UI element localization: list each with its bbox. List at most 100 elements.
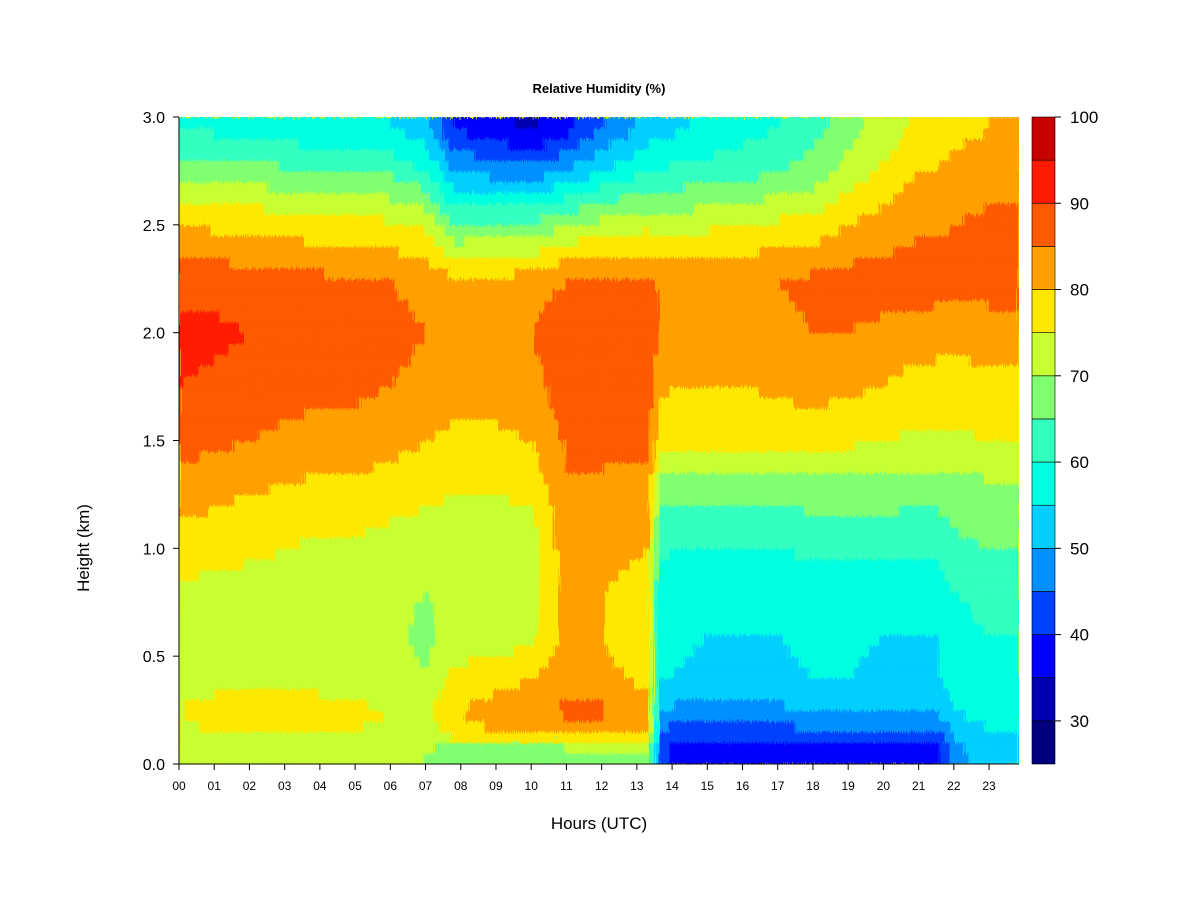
heatmap-cell <box>509 688 515 700</box>
heatmap-cell <box>964 645 970 657</box>
heatmap-cell <box>429 505 435 517</box>
heatmap-cell <box>649 440 655 452</box>
heatmap-cell <box>534 699 540 711</box>
heatmap-cell <box>729 472 735 485</box>
heatmap-cell <box>669 677 675 690</box>
heatmap-cell <box>194 483 200 496</box>
heatmap-cell <box>434 462 440 474</box>
heatmap-cell <box>699 580 705 593</box>
heatmap-cell <box>479 440 485 452</box>
heatmap-cell <box>899 591 905 603</box>
heatmap-cell <box>944 462 950 474</box>
heatmap-cell <box>364 634 370 646</box>
heatmap-cell <box>609 483 615 496</box>
heatmap-cell <box>389 515 395 528</box>
heatmap-cell <box>274 462 280 474</box>
heatmap-cell <box>339 559 345 571</box>
heatmap-cell <box>614 505 620 517</box>
heatmap-cell <box>579 753 585 764</box>
heatmap-cell <box>184 666 190 679</box>
heatmap-cell <box>509 515 515 528</box>
heatmap-cell <box>929 613 935 625</box>
heatmap-cell <box>444 699 450 711</box>
heatmap-cell <box>349 559 355 571</box>
heatmap-cell <box>954 699 960 711</box>
heatmap-cell <box>524 494 530 506</box>
heatmap-cell <box>499 505 505 517</box>
heatmap-cell <box>579 634 585 646</box>
heatmap-cell <box>474 591 480 603</box>
heatmap-cell <box>579 710 585 722</box>
heatmap-cell <box>304 677 310 690</box>
heatmap-cell <box>799 688 805 700</box>
heatmap-cell <box>309 580 315 593</box>
heatmap-cell <box>424 742 430 754</box>
heatmap-cell <box>974 472 980 485</box>
heatmap-cell <box>829 526 835 539</box>
heatmap-cell <box>704 580 710 593</box>
heatmap-cell <box>919 720 925 733</box>
heatmap-cell <box>284 677 290 690</box>
heatmap-cell <box>504 623 510 636</box>
heatmap-cell <box>879 591 885 603</box>
heatmap-cell <box>239 591 245 603</box>
heatmap-cell <box>669 569 675 582</box>
heatmap-cell <box>804 462 810 474</box>
heatmap-cell <box>559 472 565 485</box>
heatmap-cell <box>694 494 700 506</box>
heatmap-cell <box>994 602 1000 614</box>
heatmap-cell <box>354 753 360 764</box>
heatmap-cell <box>934 559 940 571</box>
heatmap-cell <box>249 591 255 603</box>
heatmap-cell <box>584 645 590 657</box>
heatmap-cell <box>934 753 940 764</box>
heatmap-cell <box>459 645 465 657</box>
heatmap-cell <box>224 526 230 539</box>
heatmap-cell <box>784 440 790 452</box>
heatmap-cell <box>934 569 940 582</box>
heatmap-cell <box>279 602 285 614</box>
heatmap-cell <box>689 688 695 700</box>
heatmap-cell <box>204 731 210 744</box>
heatmap-cell <box>379 688 385 700</box>
heatmap-cell <box>689 515 695 528</box>
heatmap-cell <box>249 559 255 571</box>
heatmap-cell <box>514 656 520 668</box>
heatmap-cell <box>884 526 890 539</box>
heatmap-cell <box>214 645 220 657</box>
heatmap-cell <box>539 591 545 603</box>
heatmap-cell <box>374 580 380 593</box>
heatmap-cell <box>234 505 240 517</box>
heatmap-cell <box>1004 559 1010 571</box>
heatmap-cell <box>809 515 815 528</box>
heatmap-cell <box>229 483 235 496</box>
heatmap-cell <box>619 688 625 700</box>
heatmap-cell <box>759 483 765 496</box>
heatmap-cell <box>899 569 905 582</box>
heatmap-cell <box>929 494 935 506</box>
heatmap-cell <box>229 515 235 528</box>
heatmap-cell <box>409 569 415 582</box>
heatmap-cell <box>404 569 410 582</box>
heatmap-cell <box>719 505 725 517</box>
heatmap-cell <box>479 720 485 733</box>
heatmap-cell <box>1014 688 1019 700</box>
heatmap-cell <box>814 731 820 744</box>
heatmap-cell <box>569 537 575 549</box>
heatmap-cell <box>969 483 975 496</box>
heatmap-cell <box>389 462 395 474</box>
heatmap-cell <box>419 666 425 679</box>
heatmap-cell <box>844 591 850 603</box>
heatmap-cell <box>454 602 460 614</box>
heatmap-cell <box>319 440 325 452</box>
heatmap-cell <box>624 591 630 603</box>
heatmap-cell <box>879 494 885 506</box>
heatmap-cell <box>369 440 375 452</box>
heatmap-cell <box>464 537 470 549</box>
heatmap-cell <box>299 569 305 582</box>
heatmap-cell <box>634 602 640 614</box>
heatmap-cell <box>334 462 340 474</box>
heatmap-cell <box>709 677 715 690</box>
heatmap-cell <box>409 494 415 506</box>
heatmap-cell <box>934 666 940 679</box>
